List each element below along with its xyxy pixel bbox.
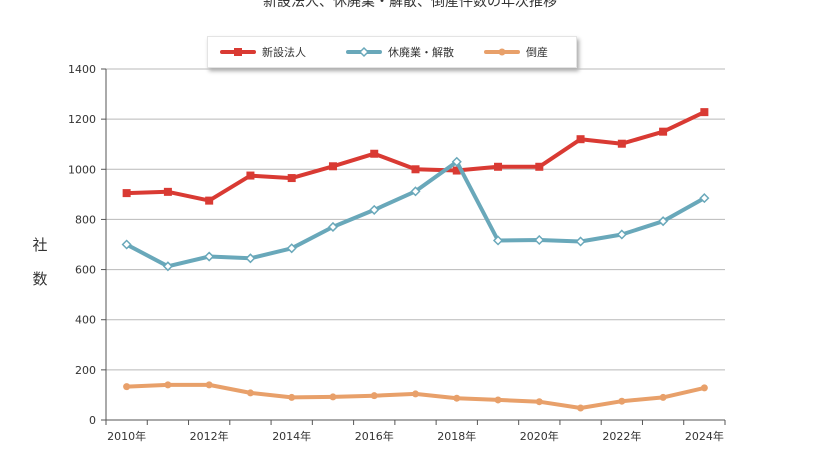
- x-tick-label: 2018年: [437, 429, 476, 443]
- data-point: [411, 165, 420, 174]
- data-point: [370, 149, 379, 158]
- series-3: [123, 381, 708, 412]
- grid-lines: [106, 68, 725, 371]
- legend-item: 休廃業・解散: [346, 45, 454, 59]
- axes: [101, 68, 726, 425]
- data-point: [577, 404, 585, 412]
- data-point: [451, 156, 462, 167]
- series: [121, 108, 710, 412]
- data-point: [617, 139, 626, 148]
- legend: [207, 36, 577, 68]
- data-point: [494, 162, 503, 171]
- chart-title: 新設法人、休廃業・解散、倒産件数の年次推移: [263, 0, 557, 10]
- data-point: [700, 108, 709, 117]
- data-point: [370, 392, 378, 400]
- data-point: [286, 243, 297, 254]
- y-tick-label: 0: [89, 414, 96, 427]
- legend-item: 新設法人: [220, 45, 306, 59]
- legend-label: 倒産: [526, 46, 548, 59]
- data-point: [492, 235, 504, 246]
- legend-label: 新設法人: [262, 45, 306, 59]
- data-point: [700, 384, 708, 392]
- legend-marker: [234, 48, 242, 56]
- data-point: [369, 204, 380, 215]
- data-point: [205, 381, 213, 389]
- x-tick-label: 2016年: [355, 429, 394, 443]
- data-point: [287, 174, 296, 183]
- data-point: [699, 193, 710, 204]
- data-point: [618, 397, 626, 405]
- data-point: [616, 229, 627, 240]
- series-2: [121, 156, 710, 272]
- data-point: [288, 393, 296, 401]
- x-tick-label: 2022年: [602, 429, 641, 443]
- data-point: [659, 127, 668, 136]
- data-point: [121, 239, 132, 250]
- x-tick-label: 2024年: [685, 429, 724, 443]
- y-tick-label: 600: [75, 264, 96, 277]
- data-point: [328, 162, 337, 171]
- tick-labels: 0 200 400 600 800 1000 1200 1400 2010年 2012年 2014年…: [68, 63, 724, 443]
- legend-label: 休廃業・解散: [388, 45, 454, 59]
- y-tick-label: 1200: [68, 113, 96, 126]
- x-tick-label: 2014年: [272, 429, 311, 443]
- data-point: [205, 196, 214, 205]
- data-point: [327, 221, 339, 233]
- y-tick-label: 800: [75, 213, 96, 226]
- y-tick-label: 400: [75, 314, 96, 327]
- x-tick-label: 2020年: [520, 429, 559, 443]
- data-point: [246, 389, 254, 397]
- data-point: [123, 383, 131, 391]
- data-point: [410, 186, 421, 197]
- data-point: [122, 189, 131, 198]
- series-line: [124, 159, 707, 269]
- legend-items: 新設法人 休廃業・解散 倒産: [220, 45, 548, 59]
- data-point: [452, 166, 461, 175]
- legend-item: 倒産: [484, 46, 548, 59]
- series-1: [122, 108, 709, 205]
- data-point: [658, 216, 669, 227]
- data-point: [245, 253, 256, 264]
- data-point: [576, 135, 585, 144]
- x-tick-label: 2012年: [190, 429, 229, 443]
- data-point: [535, 398, 543, 406]
- data-point: [246, 171, 255, 180]
- data-point: [204, 251, 215, 262]
- y-tick-label: 1000: [68, 163, 96, 176]
- data-point: [534, 234, 545, 246]
- y-tick-label: 200: [75, 364, 96, 377]
- data-point: [163, 187, 172, 196]
- data-point: [412, 390, 419, 398]
- x-tick-label: 2010年: [107, 429, 146, 443]
- y-tick-label: 1400: [68, 63, 96, 76]
- data-point: [659, 393, 667, 401]
- data-point: [329, 393, 337, 401]
- data-point: [535, 162, 544, 171]
- legend-marker: [358, 46, 370, 58]
- y-axis-label: 社数: [32, 236, 48, 288]
- legend-marker: [498, 48, 506, 56]
- data-point: [453, 394, 461, 402]
- data-point: [494, 396, 502, 404]
- data-point: [164, 381, 172, 389]
- data-point: [575, 236, 586, 247]
- data-point: [162, 261, 173, 272]
